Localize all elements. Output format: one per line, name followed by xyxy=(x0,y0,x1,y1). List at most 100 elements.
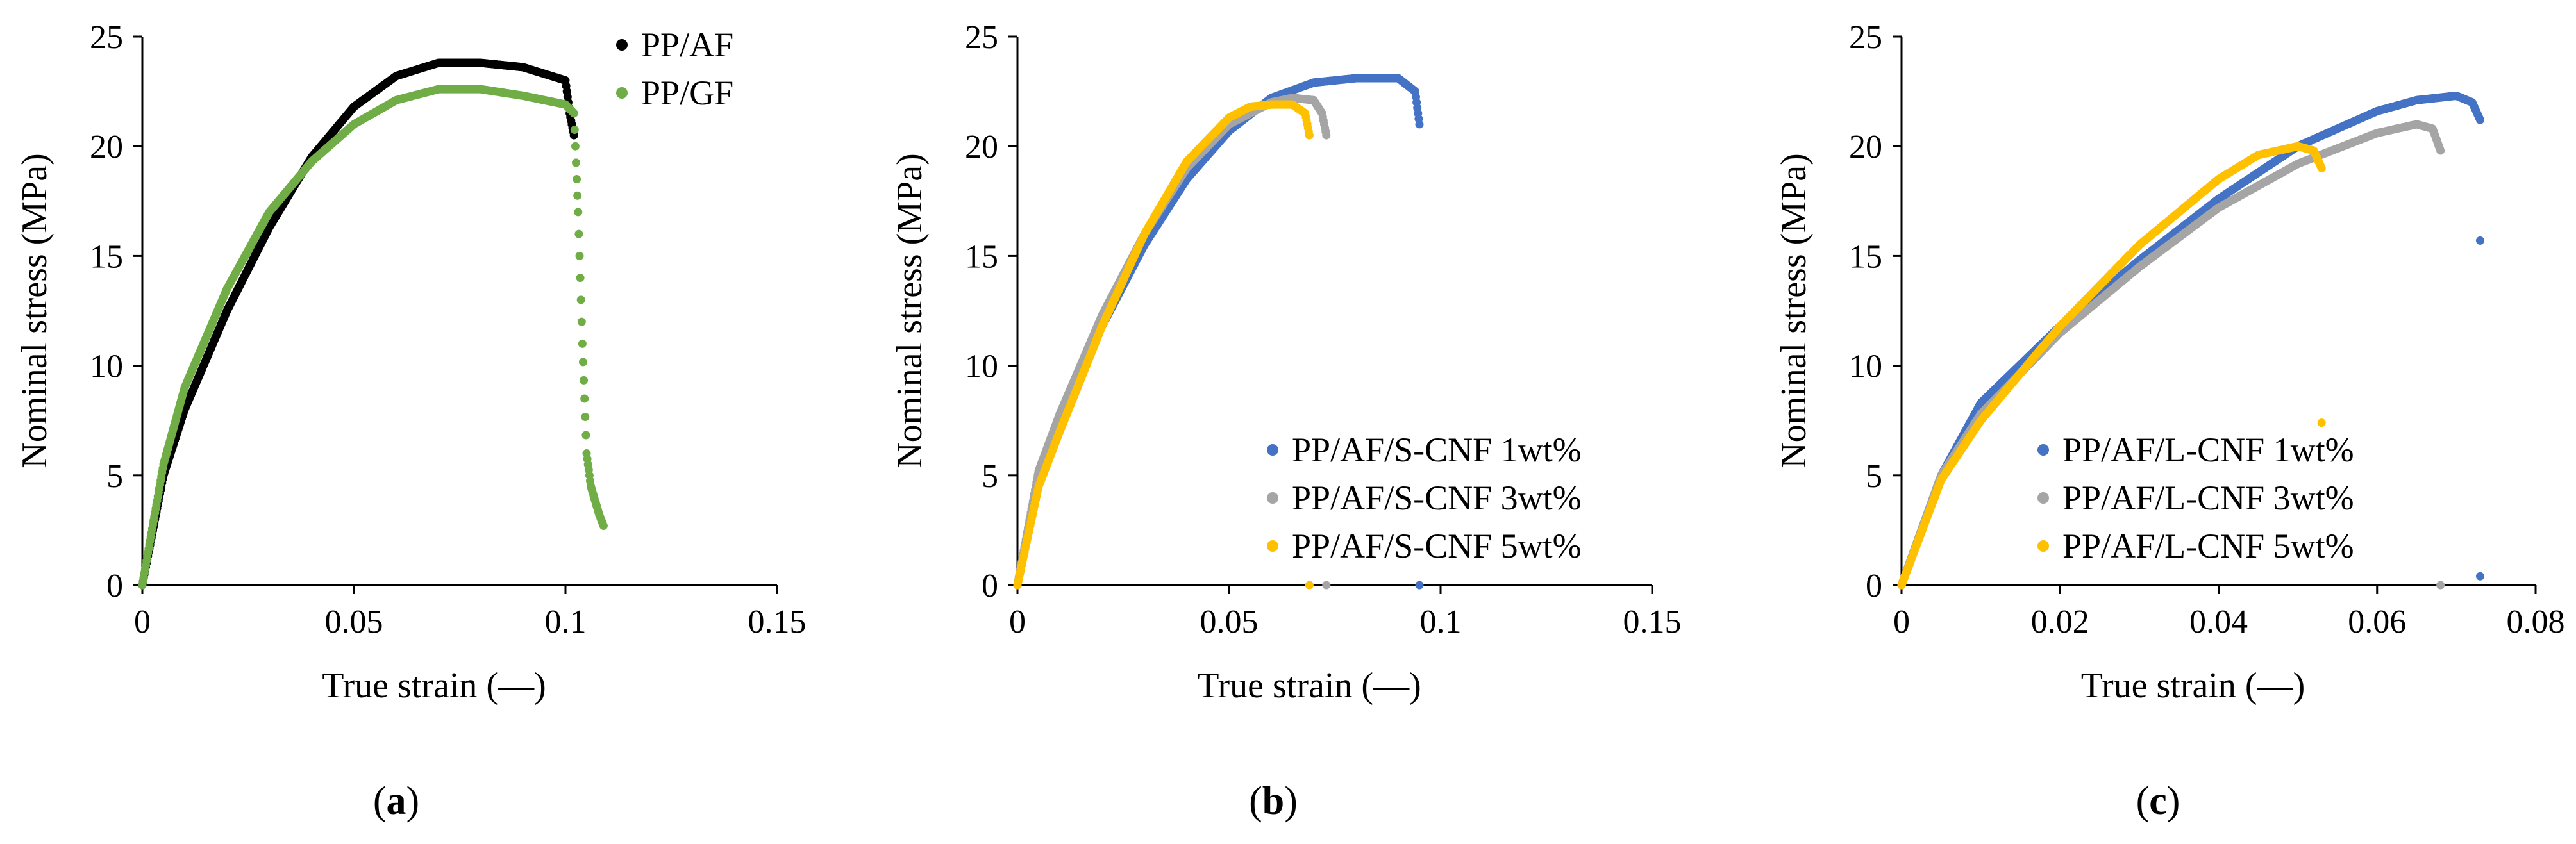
legend-marker xyxy=(1267,492,1278,504)
y-tick-label: 25 xyxy=(90,19,123,56)
y-tick-label: 15 xyxy=(1849,238,1882,275)
data-point xyxy=(574,208,583,217)
x-tick-label: 0.06 xyxy=(2348,604,2406,640)
data-point xyxy=(574,229,583,238)
y-tick-label: 15 xyxy=(90,238,123,275)
x-axis-label: True strain (—) xyxy=(2081,666,2305,706)
data-point xyxy=(576,274,585,283)
y-tick-label: 25 xyxy=(965,19,998,56)
x-tick-label: 0.05 xyxy=(325,604,383,640)
data-point xyxy=(2317,163,2326,172)
data-point xyxy=(573,175,581,184)
data-point xyxy=(580,376,589,385)
panel-caption: (b) xyxy=(1249,779,1298,823)
x-tick-label: 0.05 xyxy=(1200,604,1259,640)
data-point xyxy=(573,191,582,200)
panel-caption: (a) xyxy=(373,779,419,823)
y-tick-label: 15 xyxy=(965,238,998,275)
legend-label: PP/AF/S-CNF 5wt% xyxy=(1292,527,1582,565)
x-tick-label: 0.15 xyxy=(748,604,807,640)
y-tick-label: 20 xyxy=(90,129,123,165)
x-tick-label: 0 xyxy=(134,604,151,640)
series-3 xyxy=(1897,142,2326,590)
outlier-point xyxy=(1305,581,1314,590)
caption-open: ( xyxy=(2136,779,2150,823)
outlier-point xyxy=(2436,581,2445,590)
data-point xyxy=(569,109,578,118)
legend-label: PP/GF xyxy=(641,74,733,112)
legend-label: PP/AF/L-CNF 1wt% xyxy=(2062,431,2354,469)
caption-letter: b xyxy=(1262,779,1284,823)
outlier-point xyxy=(1322,581,1331,590)
series-2 xyxy=(1013,94,1331,590)
caption-close: ) xyxy=(1284,779,1298,823)
y-tick-label: 0 xyxy=(1866,568,1882,604)
caption-open: ( xyxy=(1249,779,1262,823)
data-point xyxy=(572,158,580,167)
data-point xyxy=(2475,115,2484,124)
y-tick-label: 20 xyxy=(1849,129,1882,165)
legend-marker xyxy=(2037,444,2049,456)
y-tick-label: 5 xyxy=(982,458,998,495)
data-point xyxy=(576,295,585,304)
y-axis-label: Nominal stress (MPa) xyxy=(890,153,930,468)
y-tick-label: 10 xyxy=(965,349,998,385)
caption-letter: c xyxy=(2149,779,2167,823)
data-point xyxy=(581,412,590,421)
y-axis-label: Nominal stress (MPa) xyxy=(1774,153,1814,468)
x-tick-label: 0.1 xyxy=(1420,604,1462,640)
outlier-point xyxy=(2475,236,2484,245)
legend-label: PP/AF/L-CNF 5wt% xyxy=(2062,527,2354,565)
legend-marker xyxy=(2037,492,2049,504)
caption-letter: a xyxy=(387,779,406,823)
y-axis-label: Nominal stress (MPa) xyxy=(15,153,54,468)
caption-open: ( xyxy=(373,779,387,823)
data-point xyxy=(599,522,608,531)
data-point xyxy=(580,394,589,403)
legend-label: PP/AF/L-CNF 3wt% xyxy=(2062,479,2354,517)
y-tick-label: 20 xyxy=(965,129,998,165)
data-point xyxy=(581,431,590,440)
x-tick-label: 0.1 xyxy=(545,604,587,640)
y-tick-label: 10 xyxy=(90,349,123,385)
outlier-point xyxy=(1415,581,1424,590)
y-tick-label: 0 xyxy=(982,568,998,604)
series-1 xyxy=(138,58,578,590)
data-point xyxy=(577,317,586,326)
legend-label: PP/AF/S-CNF 1wt% xyxy=(1292,431,1582,469)
legend-label: PP/AF/S-CNF 3wt% xyxy=(1292,479,1582,517)
x-axis-label: True strain (—) xyxy=(1197,666,1421,706)
y-tick-label: 10 xyxy=(1849,349,1882,385)
x-axis-label: True strain (—) xyxy=(322,666,546,706)
x-tick-label: 0.04 xyxy=(2189,604,2248,640)
legend-marker xyxy=(2037,540,2049,552)
series-2 xyxy=(1897,120,2445,590)
data-point xyxy=(570,126,579,135)
series-3 xyxy=(1013,100,1314,590)
legend-label: PP/AF xyxy=(641,26,733,64)
legend-marker xyxy=(616,87,628,99)
outlier-point xyxy=(2475,572,2484,581)
chart-panel-1: 0 0.05 0.1 0.15 0 5 10 15 20 25 True strain (—) Nom… xyxy=(15,19,807,823)
legend-marker xyxy=(616,39,628,51)
panel-caption: (c) xyxy=(2136,779,2180,823)
outlier-point xyxy=(2317,418,2326,427)
data-point xyxy=(1415,120,1424,129)
data-point xyxy=(1305,131,1314,140)
y-tick-label: 0 xyxy=(106,568,123,604)
caption-close: ) xyxy=(406,779,420,823)
data-point xyxy=(1322,131,1331,140)
x-tick-label: 0.15 xyxy=(1623,604,1682,640)
y-tick-label: 5 xyxy=(106,458,123,495)
data-point xyxy=(571,142,580,151)
series-1 xyxy=(1897,91,2484,590)
legend-marker xyxy=(1267,540,1278,552)
legend-marker xyxy=(1267,444,1278,456)
data-point xyxy=(578,339,587,348)
x-tick-label: 0 xyxy=(1893,604,1910,640)
y-tick-label: 5 xyxy=(1866,458,1882,495)
data-point xyxy=(575,251,584,260)
x-tick-label: 0 xyxy=(1009,604,1026,640)
